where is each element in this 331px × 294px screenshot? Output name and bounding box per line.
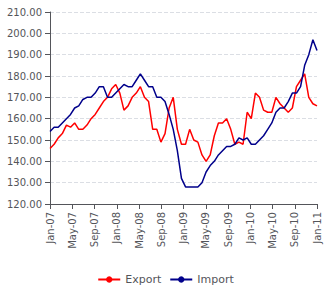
- svg-text:Jan-11: Jan-11: [312, 212, 323, 245]
- svg-text:May-10: May-10: [267, 212, 278, 249]
- svg-text:Jan-10: Jan-10: [245, 212, 256, 245]
- svg-text:140.00: 140.00: [7, 156, 42, 167]
- svg-text:130.00: 130.00: [7, 177, 42, 188]
- svg-text:Jan-08: Jan-08: [111, 212, 122, 245]
- svg-text:160.00: 160.00: [7, 113, 42, 124]
- svg-text:May-07: May-07: [67, 212, 78, 249]
- svg-text:190.00: 190.00: [7, 49, 42, 60]
- svg-text:Sep-09: Sep-09: [223, 212, 234, 247]
- svg-text:Import: Import: [197, 273, 234, 286]
- svg-text:200.00: 200.00: [7, 28, 42, 39]
- svg-text:210.00: 210.00: [7, 7, 42, 18]
- svg-text:Sep-10: Sep-10: [289, 212, 300, 247]
- svg-text:120.00: 120.00: [7, 199, 42, 210]
- svg-text:180.00: 180.00: [7, 71, 42, 82]
- svg-text:Export: Export: [125, 273, 162, 286]
- svg-text:Sep-08: Sep-08: [156, 212, 167, 247]
- svg-text:Jan-07: Jan-07: [45, 212, 56, 245]
- svg-text:May-09: May-09: [200, 212, 211, 249]
- svg-text:Sep-07: Sep-07: [89, 212, 100, 247]
- svg-text:May-08: May-08: [134, 212, 145, 249]
- svg-text:150.00: 150.00: [7, 135, 42, 146]
- svg-text:170.00: 170.00: [7, 92, 42, 103]
- svg-text:Jan-09: Jan-09: [178, 212, 189, 245]
